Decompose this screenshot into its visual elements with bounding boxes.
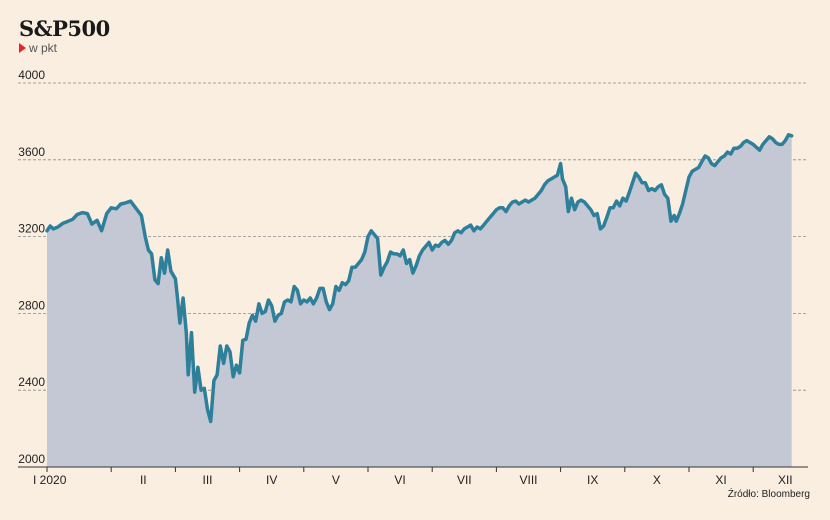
x-tick-label: IX xyxy=(587,473,598,487)
x-tick-label: VIII xyxy=(519,473,537,487)
x-axis: I 2020 II III IV V VI VII VIII IX X XI XII xyxy=(18,466,808,487)
x-tick-label: VI xyxy=(394,473,405,487)
y-tick-label: 2800 xyxy=(18,298,45,312)
unit-label: w pkt xyxy=(29,41,58,55)
x-tick-label: I 2020 xyxy=(33,473,67,487)
y-tick-label: 3600 xyxy=(18,145,45,159)
x-tick-label: III xyxy=(202,473,212,487)
x-tick-label: X xyxy=(653,473,661,487)
chart-title: S&P500 xyxy=(19,16,110,41)
series-line xyxy=(45,133,794,424)
x-tick-label: IV xyxy=(266,473,277,487)
source-note: Źródło: Bloomberg xyxy=(727,489,810,500)
x-tick-label: VII xyxy=(457,473,472,487)
y-tick-label: 3200 xyxy=(18,222,45,236)
x-tick-label: V xyxy=(332,473,340,487)
y-tick-label: 2400 xyxy=(18,375,45,389)
unit-label-row: w pkt xyxy=(19,41,57,55)
x-tick-label: XI xyxy=(715,473,726,487)
x-tick-label: XII xyxy=(778,473,793,487)
series-area xyxy=(47,134,792,468)
x-tick-label: II xyxy=(140,473,147,487)
grid-layer: 2000 2400 2800 3200 3600 4000 xyxy=(18,68,808,466)
plot-layer xyxy=(45,133,794,468)
y-tick-label: 2000 xyxy=(18,452,45,466)
red-arrow-icon xyxy=(19,43,26,53)
y-tick-label: 4000 xyxy=(18,68,45,82)
